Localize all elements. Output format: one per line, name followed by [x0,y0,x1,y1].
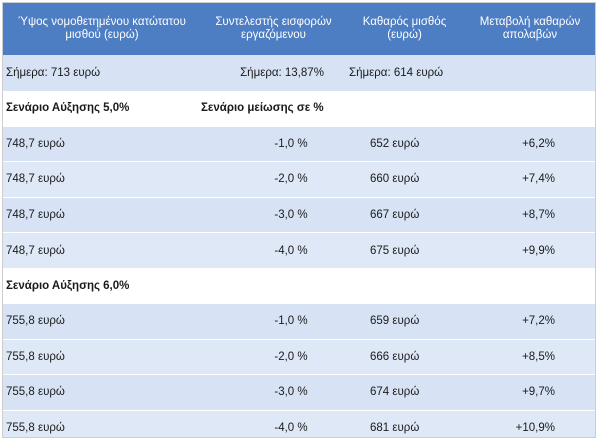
net-cell: 667 ευρώ [346,196,463,233]
scenario-1-title: Σενάριο Αύξησης 5,0% [6,102,130,114]
change-cell: +7,4% [463,161,595,197]
today-net: Σήμερα: 614 ευρώ [349,66,444,79]
rate-cell: -2,0 % [201,338,346,375]
scenario-1-subtitle: Σενάριο μείωσης σε % [201,102,324,114]
salary-cell: 748,7 ευρώ [3,161,201,197]
net-cell: 666 ευρώ [346,338,463,375]
rate-cell: -1,0 % [201,125,346,162]
salary-scenarios-table-container: Ύψος νομοθετημένου κατώτατου μισθού (ευρ… [2,2,596,438]
change-cell: +9,9% [463,232,595,268]
table-row: 755,8 ευρώ -3,0 % 674 ευρώ +9,7% [3,374,595,410]
scenario-2-heading-row: Σενάριο Αύξησης 6,0% [3,268,595,304]
salary-cell: 748,7 ευρώ [3,232,201,268]
table-row: 748,7 ευρώ -2,0 % 660 ευρώ +7,4% [3,161,595,197]
change-cell: +8,7% [463,196,595,233]
salary-cell: 755,8 ευρώ [3,303,201,339]
change-cell: +7,2% [463,303,595,339]
today-row: Σήμερα: 713 ευρώ Σήμερα: 13,87% Σήμερα: … [3,55,595,91]
rate-cell: -4,0 % [201,409,346,437]
table-row: 748,7 ευρώ -3,0 % 667 ευρώ +8,7% [3,196,595,233]
net-cell: 659 ευρώ [346,303,463,339]
net-cell: 674 ευρώ [346,374,463,410]
change-cell: +8,5% [463,338,595,375]
table-header-row: Ύψος νομοθετημένου κατώτατου μισθού (ευρ… [3,3,595,55]
table-row: 748,7 ευρώ -4,0 % 675 ευρώ +9,9% [3,232,595,268]
table-row: 755,8 ευρώ -4,0 % 681 ευρώ +10,9% [3,409,595,437]
net-cell: 675 ευρώ [346,232,463,268]
header-contribution-rate: Συντελεστής εισφορών εργαζόμενου [215,16,332,41]
salary-cell: 748,7 ευρώ [3,196,201,233]
table-row: 755,8 ευρώ -1,0 % 659 ευρώ +7,2% [3,303,595,339]
salary-cell: 755,8 ευρώ [3,338,201,375]
scenario-1-heading-row: Σενάριο Αύξησης 5,0% Σενάριο μείωσης σε … [3,90,595,126]
today-change [463,55,595,91]
scenario-2-title: Σενάριο Αύξησης 6,0% [6,279,130,292]
net-cell: 660 ευρώ [346,161,463,197]
today-salary: Σήμερα: 713 ευρώ [6,66,101,79]
rate-cell: -2,0 % [201,161,346,197]
today-rate: Σήμερα: 13,87% [240,66,324,79]
table-row: 755,8 ευρώ -2,0 % 666 ευρώ +8,5% [3,338,595,375]
change-cell: +10,9% [463,409,595,437]
rate-cell: -1,0 % [201,303,346,339]
salary-cell: 755,8 ευρώ [3,374,201,410]
table-row: 748,7 ευρώ -1,0 % 652 ευρώ +6,2% [3,125,595,162]
header-net-salary: Καθαρός μισθός (ευρώ) [362,16,447,41]
change-cell: +6,2% [463,125,595,162]
net-cell: 652 ευρώ [346,125,463,162]
header-net-change: Μεταβολή καθαρών απολαβών [479,16,581,41]
salary-scenarios-table: Ύψος νομοθετημένου κατώτατου μισθού (ευρ… [3,3,595,437]
header-min-wage: Ύψος νομοθετημένου κατώτατου μισθού (ευρ… [18,16,186,41]
change-cell: +9,7% [463,374,595,410]
rate-cell: -3,0 % [201,196,346,233]
salary-cell: 748,7 ευρώ [3,125,201,162]
salary-cell: 755,8 ευρώ [3,409,201,437]
rate-cell: -4,0 % [201,232,346,268]
rate-cell: -3,0 % [201,374,346,410]
net-cell: 681 ευρώ [346,409,463,437]
